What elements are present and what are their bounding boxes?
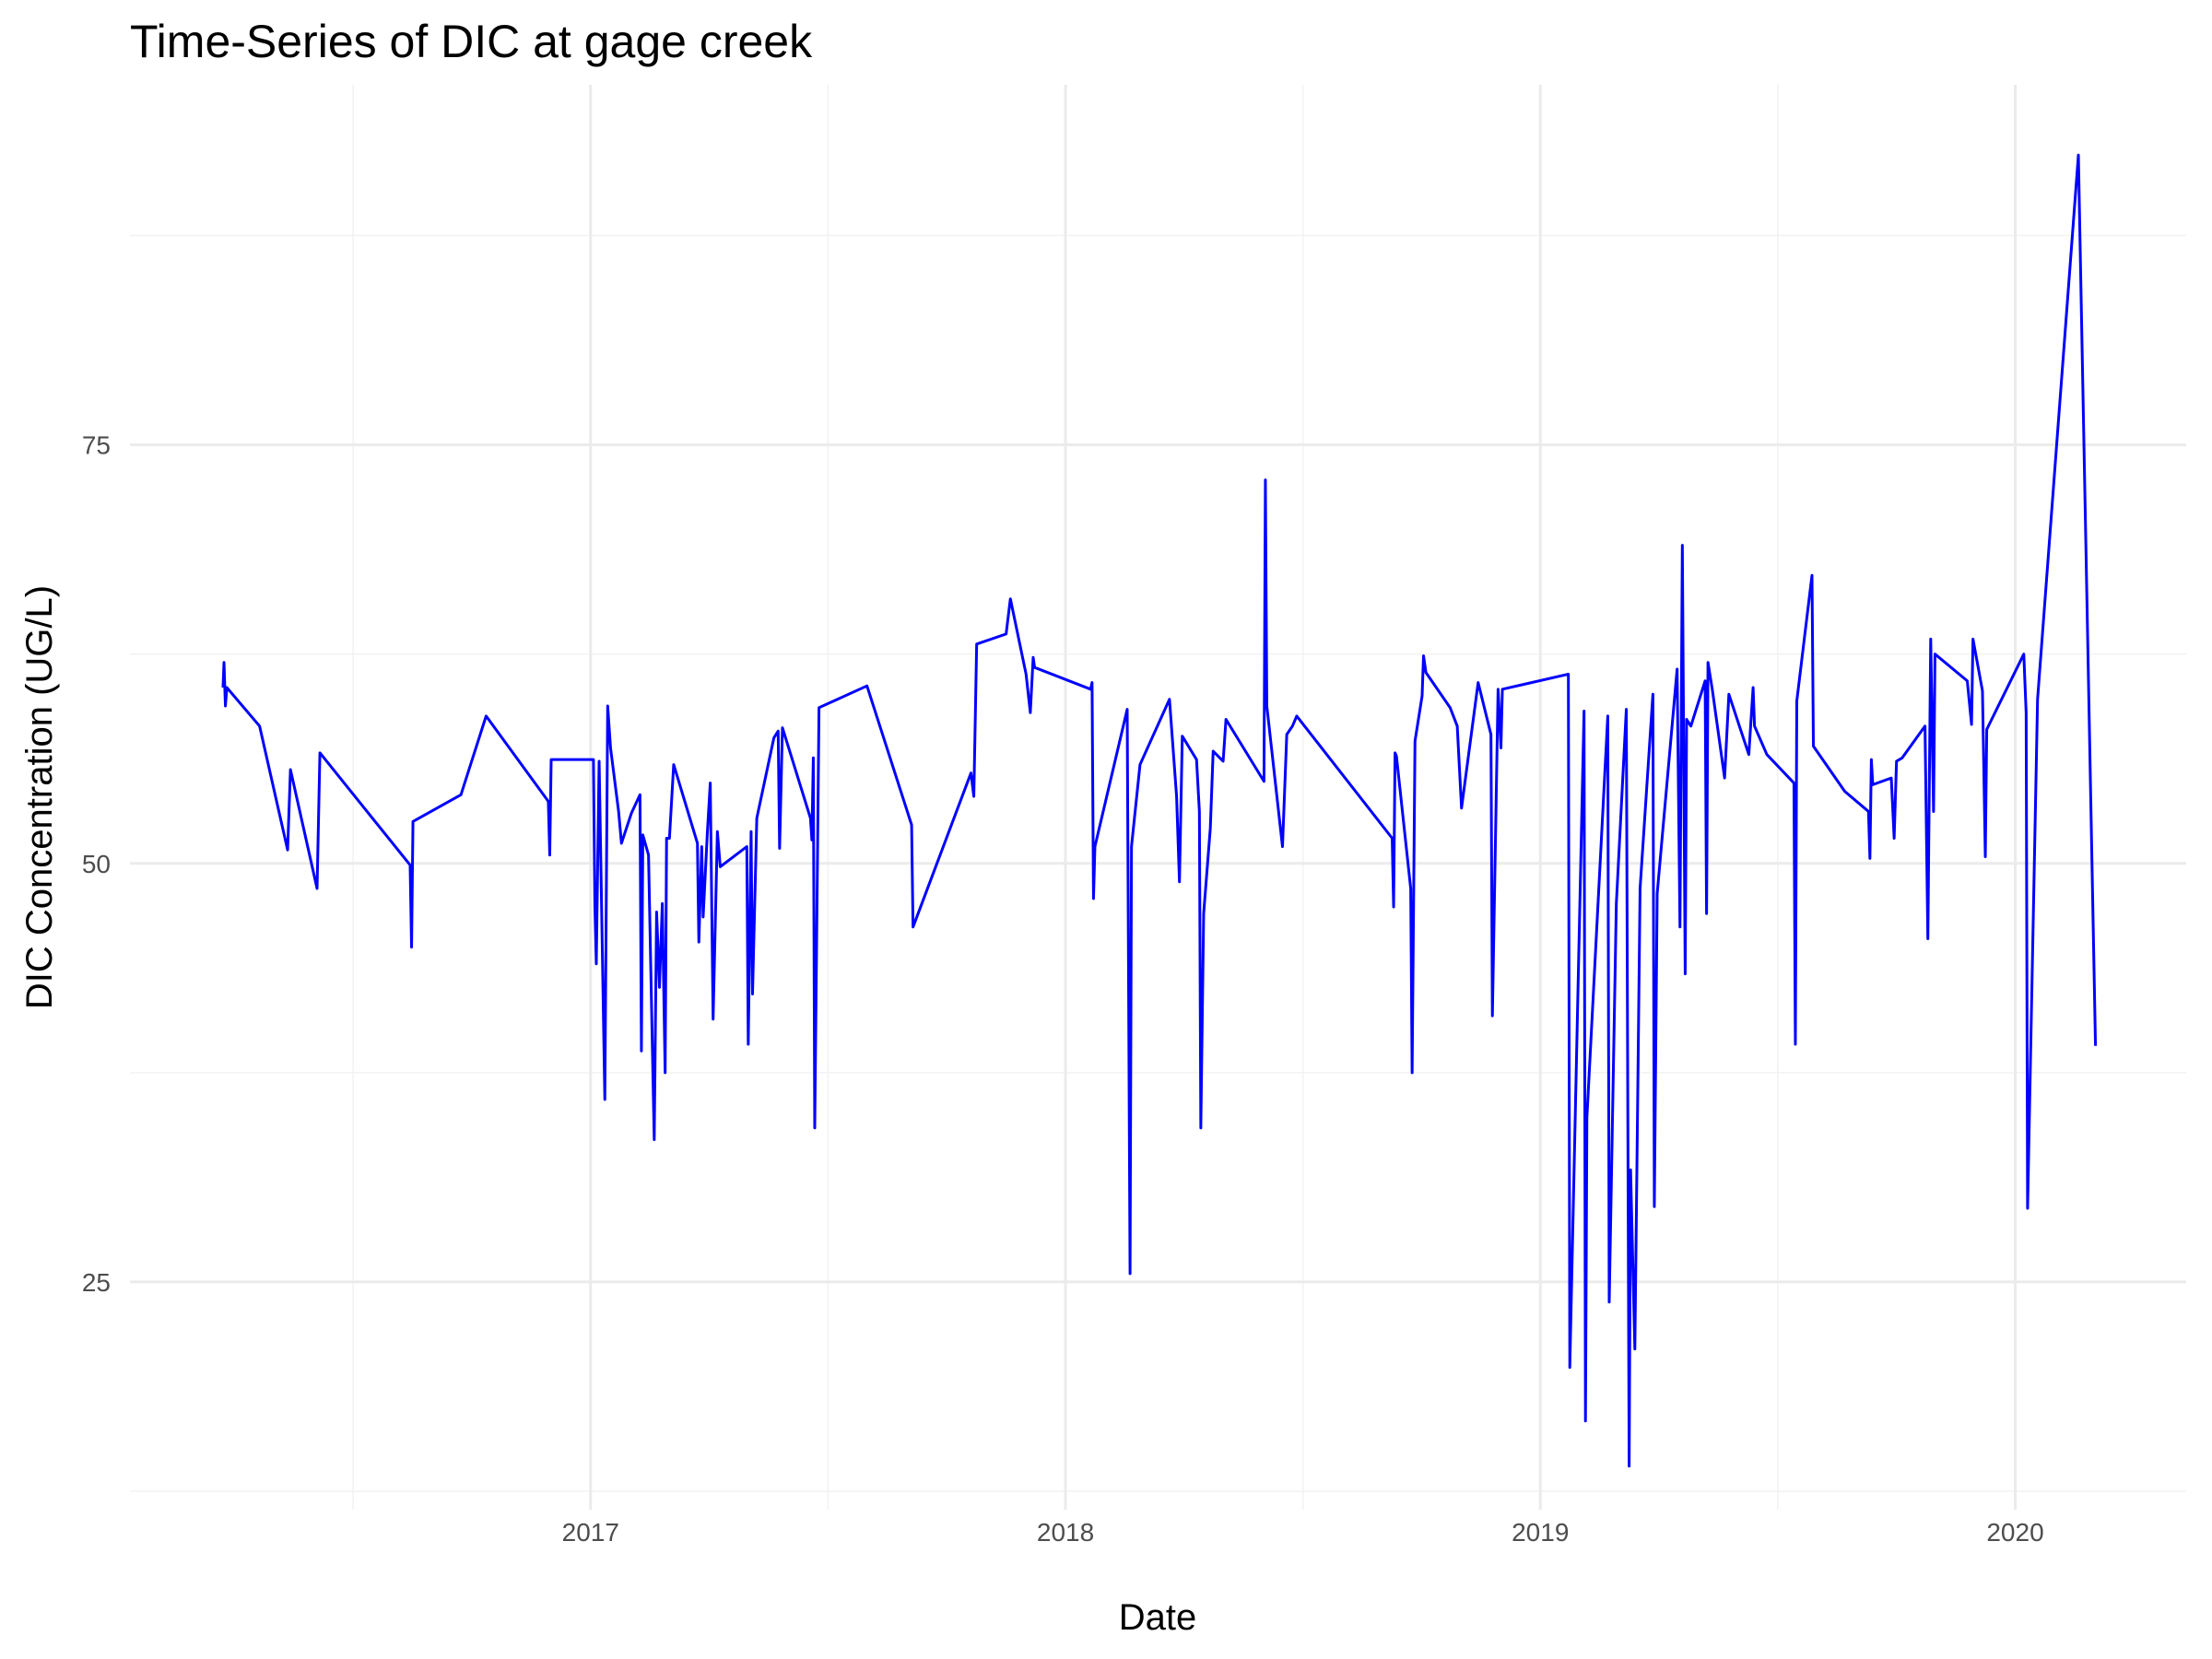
- y-axis-title: DIC Concentration (UG/L): [19, 585, 60, 1009]
- x-tick-label: 2019: [1512, 1518, 1569, 1547]
- x-tick-label: 2020: [1986, 1518, 2043, 1547]
- data-line: [221, 153, 2098, 1468]
- x-tick-label: 2018: [1037, 1518, 1094, 1547]
- y-tick-label: 25: [82, 1268, 111, 1297]
- y-tick-label: 50: [82, 850, 111, 878]
- x-tick-label: 2017: [562, 1518, 619, 1547]
- chart-title: Time-Series of DIC at gage creek: [130, 16, 813, 67]
- x-axis-title: Date: [1119, 1597, 1197, 1638]
- grid: [130, 85, 2186, 1510]
- y-tick-label: 75: [82, 431, 111, 460]
